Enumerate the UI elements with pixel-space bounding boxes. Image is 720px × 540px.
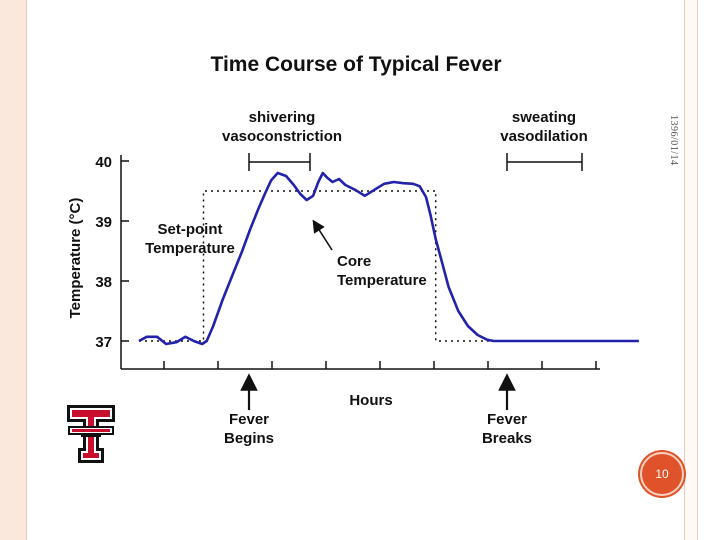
core-label-line2: Temperature — [337, 272, 427, 289]
setpoint-temperature-line — [139, 190, 520, 342]
slide-number-badge: 10 — [640, 452, 684, 496]
fever-begins-line1: Fever — [229, 411, 269, 428]
texas-tech-double-t-logo — [67, 405, 115, 463]
y-axis-label: Temperature (°C) — [67, 198, 84, 319]
vasoconstriction-label: vasoconstriction — [222, 128, 342, 145]
x-axis-label: Hours — [349, 392, 392, 409]
y-tick-label: 37 — [95, 334, 112, 351]
setpoint-label-line2: Temperature — [145, 240, 235, 257]
setpoint-label-line1: Set-point — [158, 221, 223, 238]
core-label-line1: Core — [337, 253, 371, 270]
shivering-bracket — [248, 153, 311, 171]
y-tick-label: 38 — [95, 274, 112, 291]
shivering-label: shivering — [249, 109, 316, 126]
fever-begins-line2: Begins — [224, 430, 274, 447]
y-tick-label: 40 — [95, 154, 112, 171]
chart-title: Time Course of Typical Fever — [211, 53, 502, 76]
slide-date: 1396/01/14 — [668, 115, 679, 166]
sweating-bracket — [506, 153, 583, 171]
y-tick-label: 39 — [95, 214, 112, 231]
x-ticks — [163, 361, 597, 369]
y-ticks: 37 38 39 40 — [95, 154, 129, 351]
fever-breaks-line1: Fever — [487, 411, 527, 428]
core-temperature-arrow — [312, 219, 333, 251]
core-temperature-line — [138, 171, 639, 346]
slide-frame-right — [684, 0, 698, 540]
sweating-label: sweating — [512, 109, 576, 126]
slide-frame-left — [0, 0, 27, 540]
fever-breaks-line2: Breaks — [482, 430, 532, 447]
vasodilation-label: vasodilation — [500, 128, 588, 145]
